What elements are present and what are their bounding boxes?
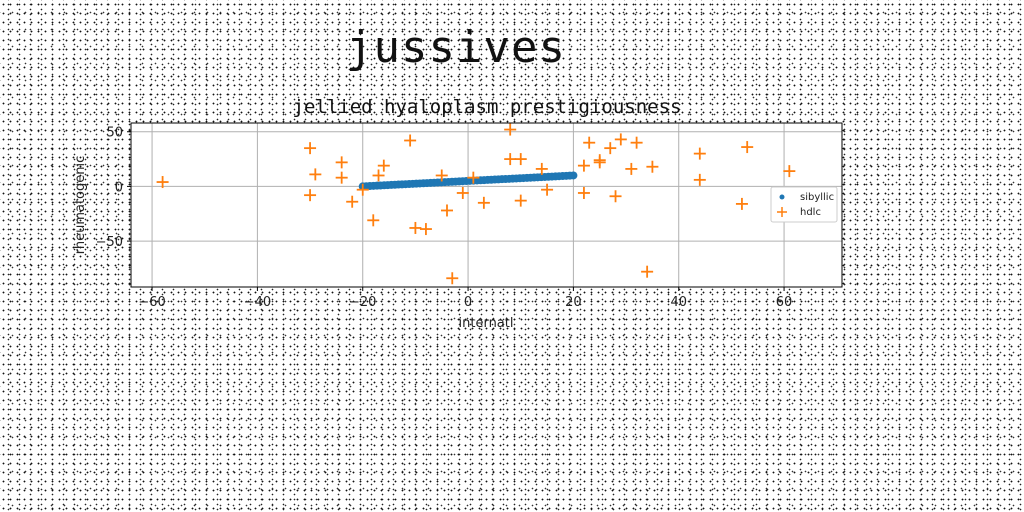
data-point-hdlc <box>304 189 317 202</box>
plot-title: jellied hyaloplasm prestigiousness <box>293 96 682 118</box>
series-hdlc <box>156 123 796 285</box>
data-point-hdlc <box>467 171 480 184</box>
data-point-hdlc <box>419 223 432 236</box>
data-point-hdlc <box>435 169 448 182</box>
plot-area <box>131 123 842 287</box>
data-point-hdlc <box>409 221 422 234</box>
data-point-hdlc <box>377 159 390 172</box>
data-point-hdlc <box>304 142 317 155</box>
x-tick-label: 20 <box>565 295 582 310</box>
data-point-hdlc <box>335 171 348 184</box>
data-point-hdlc <box>346 195 359 208</box>
x-tick-label: 0 <box>464 295 472 310</box>
data-point-hdlc <box>504 153 517 166</box>
legend-marker-hdlc <box>777 207 787 217</box>
x-axis-ticks: −60 −40 −20 0 20 40 60 <box>138 287 792 310</box>
data-point-hdlc <box>156 176 169 189</box>
data-point-hdlc <box>504 123 517 136</box>
data-point-hdlc <box>625 162 638 175</box>
data-point-hdlc <box>609 190 622 203</box>
legend: sibyllic hdlc <box>770 186 838 223</box>
data-point-hdlc <box>783 165 796 178</box>
data-point-hdlc <box>735 197 748 210</box>
data-point-hdlc <box>641 265 654 278</box>
data-point-hdlc <box>604 142 617 155</box>
data-point-hdlc <box>630 136 643 149</box>
data-point-hdlc <box>456 186 469 199</box>
data-point-hdlc <box>477 196 490 209</box>
x-tick-label: −40 <box>244 295 271 310</box>
plot-frame <box>130 122 843 288</box>
x-axis-label: internatl <box>459 316 514 331</box>
data-point-hdlc <box>335 156 348 169</box>
data-point-hdlc <box>583 136 596 149</box>
data-point-hdlc <box>614 133 627 146</box>
data-point-hdlc <box>693 173 706 186</box>
y-tick-label: −50 <box>96 235 123 250</box>
data-point-hdlc <box>372 169 385 182</box>
y-axis-label: rheumatogenic <box>73 156 88 255</box>
data-point-hdlc <box>446 272 459 285</box>
data-point-sibyllic <box>569 171 578 180</box>
data-point-hdlc <box>593 154 606 167</box>
data-point-hdlc <box>741 141 754 154</box>
data-point-hdlc <box>693 147 706 160</box>
data-point-hdlc <box>577 159 590 172</box>
x-tick-label: −20 <box>349 295 376 310</box>
data-point-hdlc <box>367 214 380 227</box>
data-point-hdlc <box>356 183 369 196</box>
legend-label-hdlc: hdlc <box>800 207 821 218</box>
series-sibyllic <box>358 171 578 191</box>
x-tick-label: −60 <box>138 295 165 310</box>
grid-lines <box>131 123 842 287</box>
y-tick-label: 0 <box>115 180 123 195</box>
data-point-hdlc <box>309 168 322 181</box>
data-point-hdlc <box>541 183 554 196</box>
main-title: jussives <box>346 22 566 73</box>
data-point-hdlc <box>535 162 548 175</box>
x-tick-label: 40 <box>670 295 687 310</box>
data-point-hdlc <box>646 160 659 173</box>
data-point-hdlc <box>514 194 527 207</box>
data-point-hdlc <box>577 186 590 199</box>
y-axis-ticks: 50 0 −50 <box>96 126 131 250</box>
y-tick-label: 50 <box>106 126 123 141</box>
x-tick-label: 60 <box>776 295 793 310</box>
data-point-hdlc <box>441 204 453 217</box>
legend-label-sibyllic: sibyllic <box>800 192 834 203</box>
legend-box <box>770 186 838 223</box>
data-point-hdlc <box>514 153 527 166</box>
data-point-hdlc <box>404 134 417 147</box>
legend-marker-sibyllic <box>779 194 785 200</box>
